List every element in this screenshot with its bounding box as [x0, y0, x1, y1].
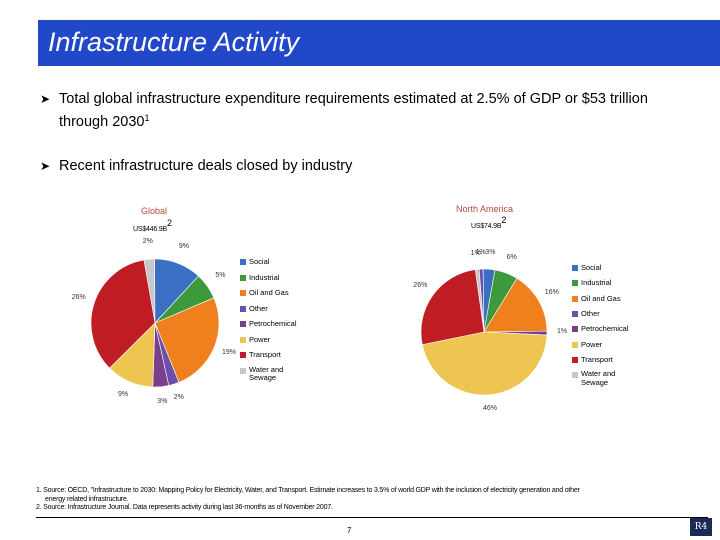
data-label-industrial: 5%: [215, 271, 226, 279]
footnote-1: 1. Source: OECD, "Infrastructure to 2030…: [36, 487, 580, 494]
bullet-text: Total global infrastructure expenditure …: [59, 91, 648, 130]
legend-label: Oil and Gas: [581, 293, 621, 303]
footnotes: 1. Source: OECD, "Infrastructure to 2030…: [36, 487, 708, 513]
pie-slice-oil-and-gas: [483, 277, 548, 333]
page-number: 7: [347, 526, 352, 535]
bullet-text: Recent infrastructure deals closed by in…: [59, 158, 353, 174]
data-label-water-and-sewage: 1%: [470, 249, 481, 257]
legend-label: Industrial: [581, 278, 612, 288]
chart-subtitle-north-america: US$74.9B2: [471, 215, 507, 230]
legend-label: Water and Sewage: [581, 369, 616, 387]
legend-swatch: [572, 356, 578, 363]
data-label-transport: 26%: [71, 293, 86, 301]
legend-swatch: [572, 295, 578, 302]
data-label-water-and-sewage: 2%: [142, 238, 153, 246]
legend-label: Social: [249, 257, 270, 266]
company-logo: R4: [690, 518, 712, 536]
pie-slice-oil-and-gas: [154, 297, 220, 383]
legend-swatch: [240, 336, 246, 343]
data-label-transport: 26%: [413, 282, 428, 289]
legend-label: Other: [249, 303, 268, 313]
data-label-petrochemical: 1%: [557, 328, 568, 336]
legend-swatch: [240, 305, 246, 312]
legend-swatch: [240, 290, 246, 296]
legend-swatch: [572, 265, 578, 271]
legend-label: Oil and Gas: [249, 288, 289, 297]
legend-label: Power: [249, 334, 271, 344]
legend-label: Power: [581, 339, 603, 349]
bullet-arrow-icon: ➤: [40, 92, 51, 106]
data-label-social: 9%: [178, 243, 190, 251]
legend-swatch: [240, 259, 246, 265]
data-label-oil-and-gas: 19%: [222, 348, 237, 356]
footnote-2: 2. Source: Infrastructure Journal. Data …: [36, 504, 333, 511]
legend-swatch: [240, 321, 246, 327]
legend-swatch: [572, 372, 578, 379]
legend-label: Water and Sewage: [249, 364, 284, 382]
legend-label: Petrochemical: [581, 324, 629, 334]
bullet-arrow-icon: ➤: [40, 159, 51, 173]
pie-slice-power: [421, 331, 548, 396]
page-title: Infrastructure Activity: [48, 27, 300, 57]
legend-swatch: [240, 274, 246, 281]
footnote-ref: 1: [144, 113, 150, 123]
legend-swatch: [572, 341, 578, 348]
chart-subtitle-global: US$446.9B2: [133, 218, 172, 233]
data-label-social: 3%: [485, 249, 496, 257]
footer-rule: [36, 517, 708, 518]
legend-label: Social: [581, 263, 602, 272]
legend-label: Petrochemical: [249, 319, 297, 328]
data-label-industrial: 6%: [506, 254, 517, 262]
legend-swatch: [240, 352, 246, 358]
data-label-oil-and-gas: 16%: [544, 288, 559, 296]
pie-chart-global: [90, 258, 220, 388]
legend-swatch: [572, 280, 578, 287]
legend-label: Other: [581, 308, 600, 318]
legend-swatch: [240, 367, 246, 374]
chart-title-global: Global: [141, 206, 168, 216]
pie-slice-transport: [420, 269, 485, 346]
data-label-power: 9%: [118, 391, 129, 399]
legend-swatch: [572, 326, 578, 333]
pie-chart-north-america: [420, 268, 548, 396]
legend-label: Transport: [581, 354, 613, 364]
data-label-other: 2%: [173, 394, 184, 402]
data-label-power: 46%: [483, 404, 498, 412]
footnote-1-cont: energy related infrastructure.: [45, 495, 129, 503]
legend-label: Industrial: [249, 272, 280, 282]
data-label-petrochemical: 3%: [157, 397, 168, 405]
pie-slice-transport: [90, 259, 156, 369]
title-bar: Infrastructure Activity: [38, 20, 720, 66]
legend-swatch: [572, 310, 578, 317]
legend-label: Transport: [249, 350, 281, 359]
chart-title-north-america: North America: [456, 204, 514, 214]
data-label-other: 1%: [475, 249, 486, 257]
